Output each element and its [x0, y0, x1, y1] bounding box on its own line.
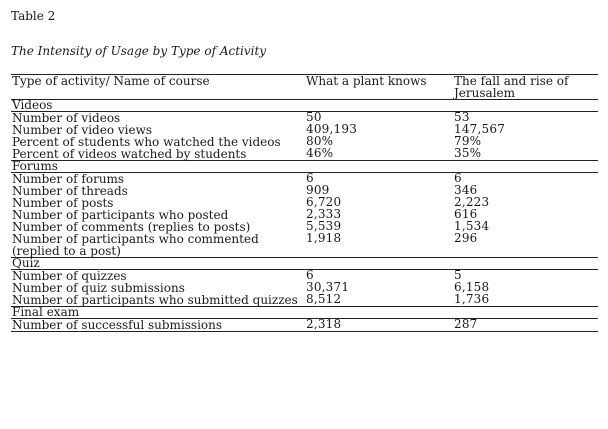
section-title: Videos — [11, 99, 598, 112]
row-label: Number of video views — [12, 123, 153, 137]
value-plant-course: 2,318 — [305, 318, 453, 332]
value-jerusalem-course: 1,534 — [454, 219, 490, 233]
value-plant-course: 409,193 — [306, 122, 358, 136]
row-label: Number of posts — [12, 196, 114, 210]
section-row: Quiz — [11, 257, 598, 270]
section-title: Forums — [11, 160, 598, 173]
table-row: Number of participants who posted 2,333 61… — [11, 207, 598, 222]
row-label: Number of videos — [12, 111, 121, 125]
value-jerusalem-course: 1,736 — [454, 292, 490, 306]
row-label: Number of quiz submissions — [12, 281, 185, 295]
value-plant-course: 1,918 — [306, 231, 342, 245]
value-jerusalem-course: 79% — [454, 134, 482, 148]
table-row: Number of participants who submitted qui… — [11, 292, 598, 307]
column-header-plant-course: What a plant knows — [305, 74, 453, 100]
value-jerusalem-course: 296 — [454, 231, 478, 245]
table-row: Number of participants who commented (re… — [11, 231, 598, 258]
row-label: Number of participants who posted — [12, 208, 229, 222]
table-row: Number of posts 6,720 2,223 — [11, 195, 598, 210]
table-body: Videos Number of videos 50 53 Number of vide… — [11, 99, 598, 332]
value-plant-course: 6 — [306, 268, 314, 282]
value-jerusalem-course: 2,223 — [454, 195, 490, 209]
value-plant-course: 6 — [306, 171, 314, 185]
value-jerusalem-course: 5 — [454, 268, 462, 282]
value-plant-course: 909 — [306, 183, 330, 197]
value-jerusalem-course: 346 — [454, 183, 478, 197]
section-row: Videos — [11, 99, 598, 112]
table-row: Percent of students who watched the vide… — [11, 134, 598, 149]
section-title: Quiz — [11, 257, 598, 270]
row-label: Number of threads — [12, 184, 128, 198]
table-row: Number of successful submissions 2,318 287 — [11, 318, 598, 332]
table-caption: The Intensity of Usage by Type of Activi… — [11, 44, 267, 58]
value-plant-course: 80% — [306, 134, 334, 148]
row-label: Number of forums — [12, 172, 125, 186]
value-plant-course: 5,539 — [306, 219, 342, 233]
column-header-jerusalem-course: The fall and rise of Jerusalem — [453, 74, 598, 100]
value-plant-course: 30,371 — [306, 280, 350, 294]
row-label: Number of comments (replies to posts) — [12, 220, 251, 234]
table-row: Number of threads 909 346 — [11, 183, 598, 198]
value-plant-course: 46% — [306, 146, 334, 160]
value-jerusalem-course: 616 — [454, 207, 478, 221]
section-title: Final exam — [11, 306, 598, 319]
value-jerusalem-course: 287 — [453, 318, 598, 332]
value-plant-course: 50 — [306, 110, 322, 124]
row-label: Percent of students who watched the vide… — [12, 135, 281, 149]
section-row: Final exam — [11, 306, 598, 319]
value-jerusalem-course: 6,158 — [454, 280, 490, 294]
section-row: Forums — [11, 160, 598, 173]
table-row: Number of comments (replies to posts) 5,5… — [11, 219, 598, 234]
table-row: Number of videos 50 53 — [11, 110, 598, 125]
table-row: Number of video views 409,193 147,567 — [11, 122, 598, 137]
value-jerusalem-course: 35% — [454, 146, 482, 160]
header-row: Type of activity/ Name of course What a … — [11, 74, 598, 100]
row-label: Number of participants who commented (re… — [12, 232, 259, 258]
table-row: Percent of videos watched by students 46%… — [11, 146, 598, 161]
row-label: Number of successful submissions — [11, 318, 305, 332]
row-label: Percent of videos watched by students — [12, 147, 247, 161]
table-row: Number of quizzes 6 5 — [11, 268, 598, 283]
usage-table: Type of activity/ Name of course What a … — [11, 74, 598, 332]
value-jerusalem-course: 53 — [454, 110, 470, 124]
value-plant-course: 6,720 — [306, 195, 342, 209]
table-row: Number of quiz submissions 30,371 6,158 — [11, 280, 598, 295]
row-label: Number of quizzes — [12, 269, 127, 283]
column-header-activity: Type of activity/ Name of course — [11, 74, 305, 100]
value-jerusalem-course: 6 — [454, 171, 462, 185]
value-plant-course: 2,333 — [306, 207, 342, 221]
value-plant-course: 8,512 — [306, 292, 342, 306]
table-row: Number of forums 6 6 — [11, 171, 598, 186]
value-jerusalem-course: 147,567 — [454, 122, 506, 136]
table-label: Table 2 — [11, 9, 56, 23]
row-label: Number of participants who submitted qui… — [12, 293, 298, 307]
